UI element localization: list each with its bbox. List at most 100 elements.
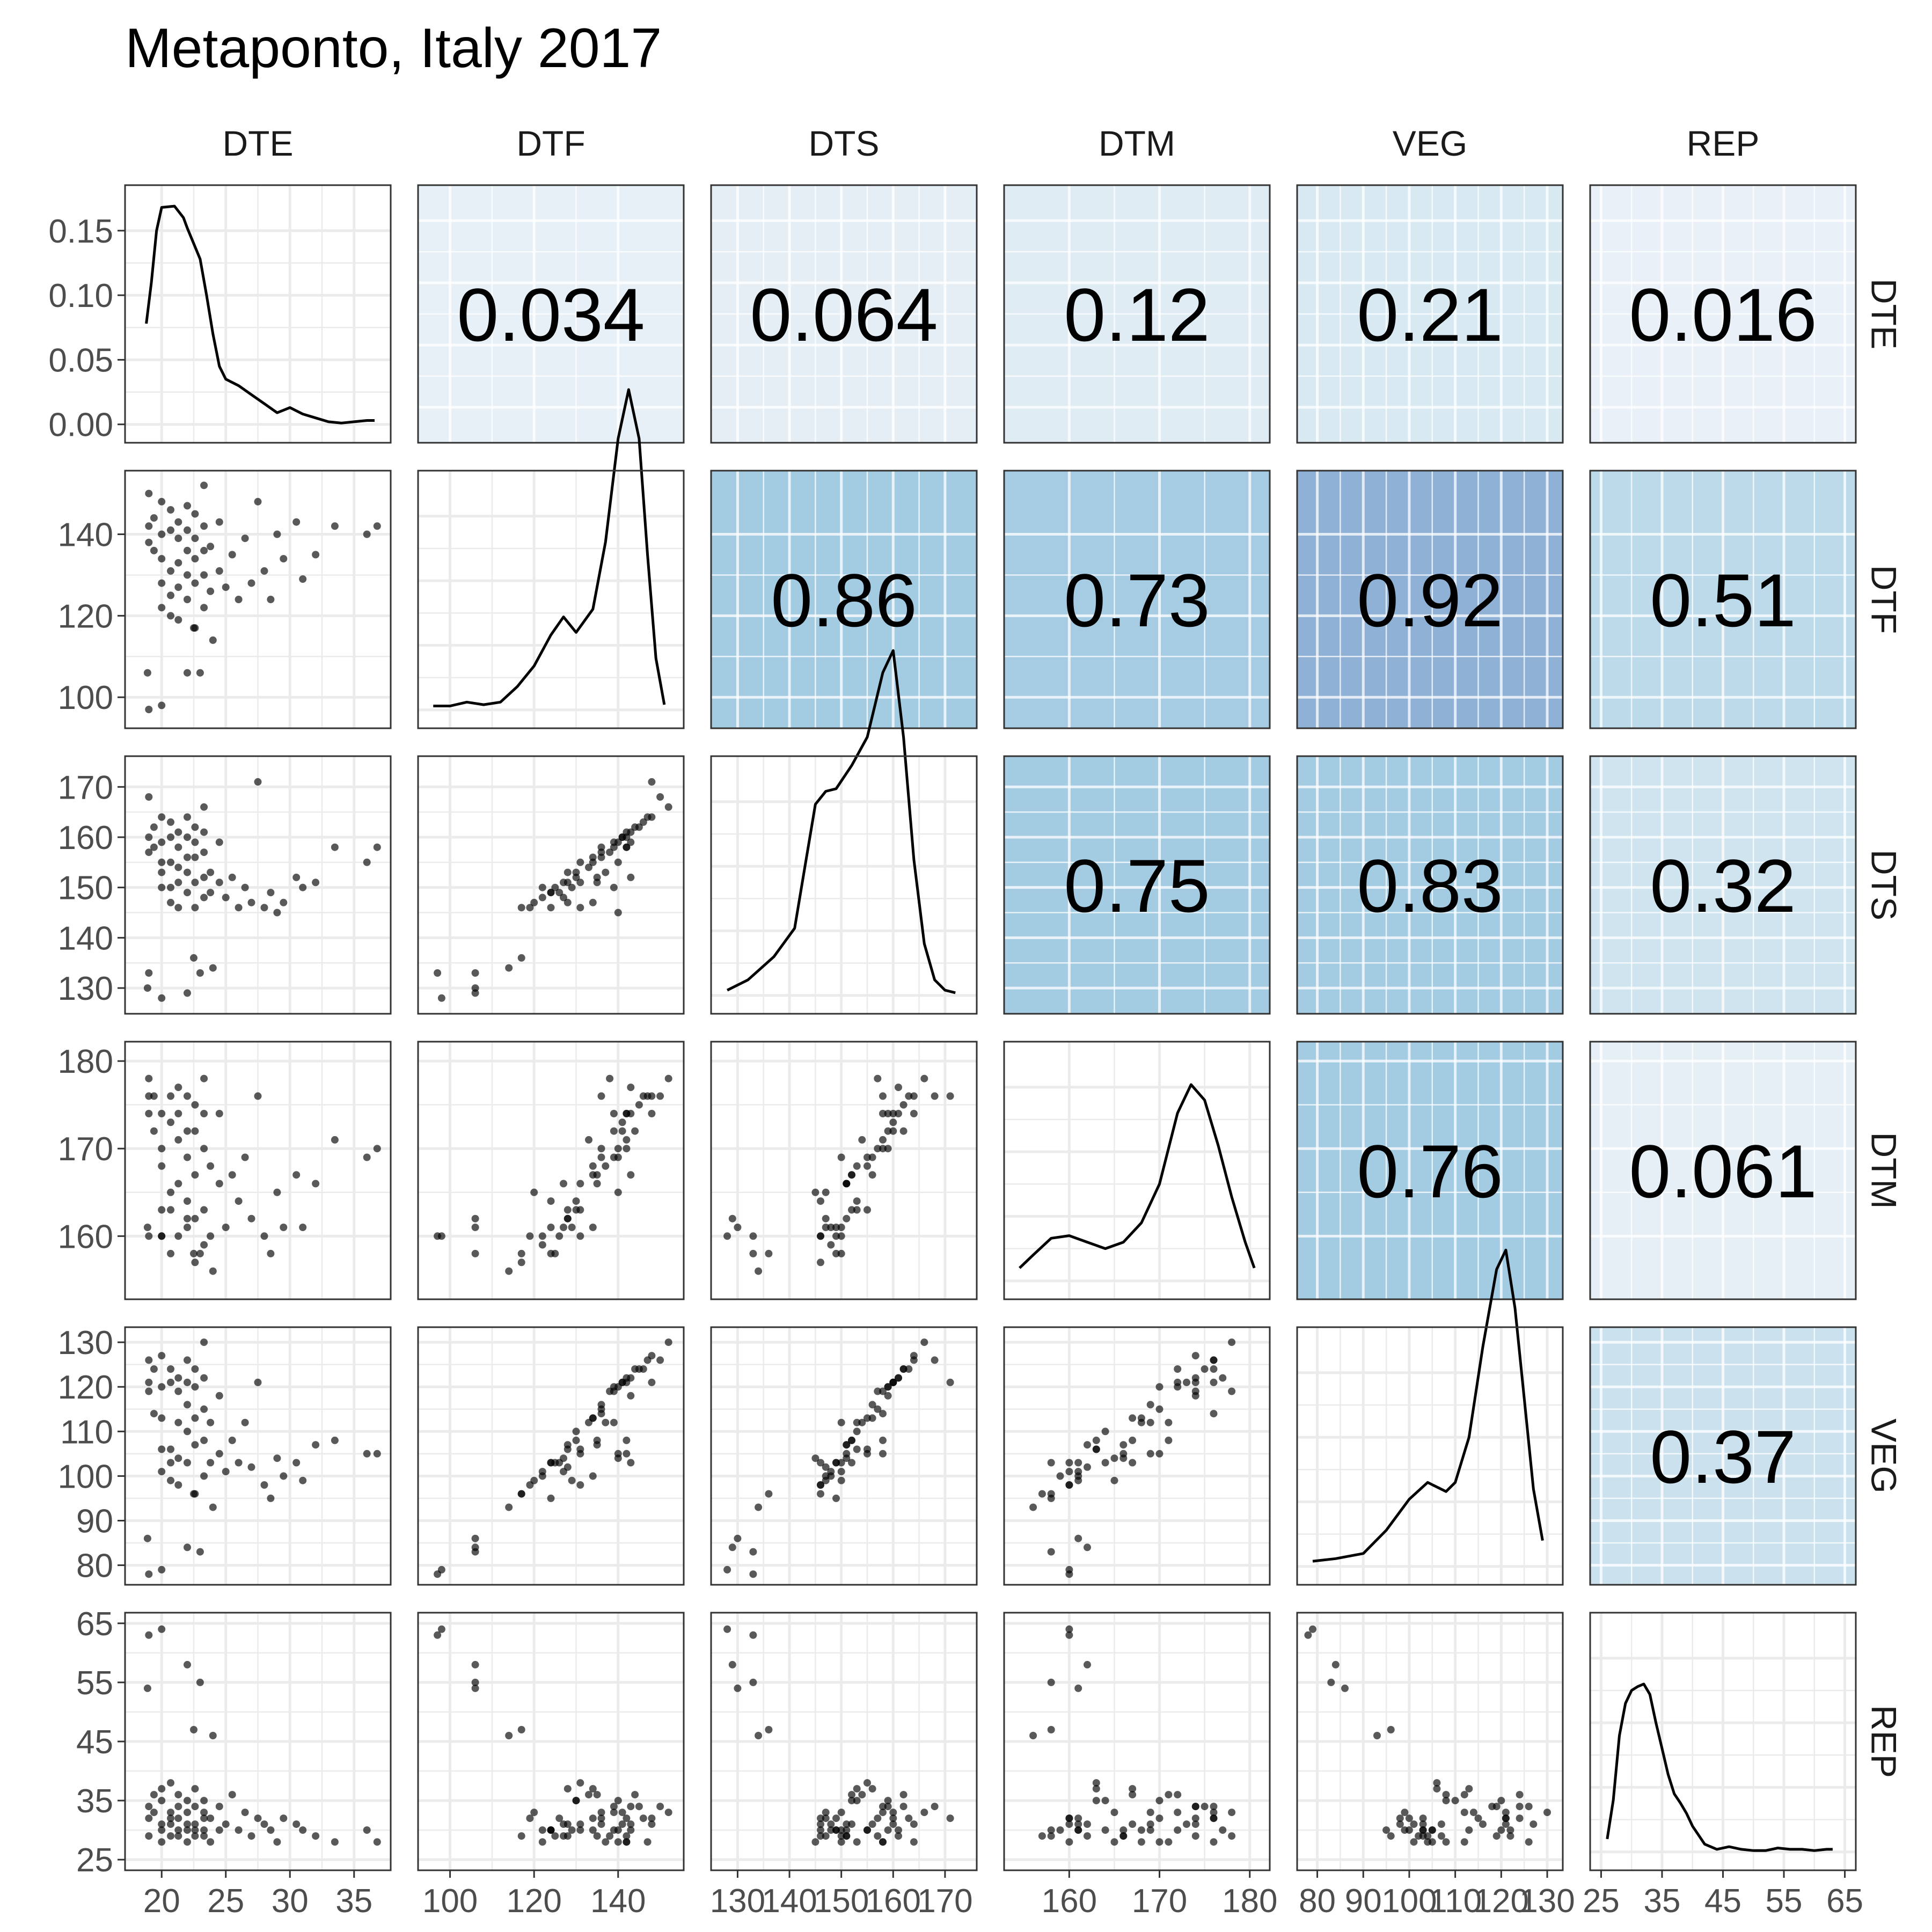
data-point (174, 1454, 182, 1462)
data-point (200, 1206, 208, 1214)
data-point (910, 1110, 918, 1117)
data-point (895, 1832, 902, 1840)
data-point (899, 1101, 908, 1109)
data-point (471, 1548, 479, 1556)
data-point (1210, 1410, 1218, 1418)
data-point (184, 889, 191, 897)
data-point (200, 1472, 208, 1480)
data-point (576, 1826, 584, 1834)
data-point (167, 883, 174, 891)
data-point (184, 1826, 191, 1834)
data-point (1174, 1826, 1182, 1834)
data-point (848, 1459, 855, 1467)
correlation-label: 0.92 (1357, 558, 1503, 642)
data-point (174, 1136, 182, 1144)
data-point (184, 833, 191, 841)
data-point (627, 1459, 635, 1467)
data-point (843, 1214, 851, 1223)
correlation-label: 0.32 (1650, 844, 1796, 928)
data-point (1516, 1814, 1524, 1823)
data-point (517, 1832, 525, 1840)
data-point (1428, 1826, 1436, 1834)
data-point (167, 1249, 174, 1257)
data-point (627, 1171, 635, 1179)
data-point (884, 1127, 892, 1135)
data-point (174, 1826, 182, 1834)
data-point (1092, 1785, 1100, 1793)
panel-veg-veg (1296, 1248, 1564, 1586)
data-point (910, 1838, 918, 1846)
data-point (158, 1625, 166, 1633)
panel-dtf-rep: 0.51 (1589, 470, 1857, 729)
data-point (895, 1110, 902, 1117)
data-point (631, 1791, 639, 1799)
data-point (811, 1838, 819, 1846)
data-point (538, 1472, 546, 1480)
data-point (564, 868, 572, 876)
panel-border (1296, 1041, 1564, 1300)
data-point (158, 1565, 166, 1574)
data-point (589, 1826, 597, 1834)
data-point (664, 1074, 672, 1082)
data-point (1516, 1791, 1524, 1799)
data-point (150, 823, 158, 831)
data-point (884, 1803, 892, 1811)
panel-dts-dte (124, 755, 392, 1015)
data-point (822, 1224, 830, 1231)
data-point (196, 1678, 204, 1686)
data-point (200, 522, 208, 530)
panel-rep-dte (124, 1612, 392, 1871)
data-point (526, 1481, 534, 1489)
y-tick-label: 90 (76, 1503, 113, 1540)
data-point (837, 1476, 845, 1484)
data-point (920, 1809, 928, 1817)
data-point (222, 894, 230, 902)
data-point (1155, 1838, 1163, 1846)
data-point (312, 1180, 320, 1188)
data-point (215, 838, 223, 846)
data-point (1074, 1814, 1082, 1823)
data-point (889, 1118, 897, 1126)
data-point (292, 518, 301, 526)
data-point (174, 1803, 182, 1811)
y-tick-label: 0.05 (48, 342, 113, 379)
panel-border (417, 184, 685, 444)
panel-dtm-rep: 0.061 (1589, 1041, 1857, 1300)
data-point (150, 1809, 158, 1817)
data-point (505, 1503, 513, 1511)
data-point (241, 883, 249, 891)
data-point (564, 1214, 572, 1223)
data-point (1137, 1826, 1145, 1834)
data-point (1074, 1476, 1082, 1484)
data-point (618, 1820, 626, 1828)
data-point (1065, 1838, 1073, 1846)
panel-background (711, 756, 977, 1014)
data-point (1110, 1476, 1118, 1484)
data-point (734, 1224, 742, 1231)
data-point (184, 1127, 191, 1135)
data-point (228, 1436, 236, 1444)
data-point (174, 863, 182, 872)
y-tick-label: 65 (76, 1606, 113, 1643)
y-tick-label: 150 (58, 870, 113, 907)
panel-border (124, 1041, 392, 1300)
data-point (614, 1450, 622, 1458)
data-point (884, 1145, 892, 1153)
data-point (589, 1472, 597, 1480)
data-point (538, 1241, 546, 1249)
panel-border (124, 184, 392, 444)
data-point (200, 604, 208, 612)
data-point (215, 1803, 223, 1811)
data-point (215, 1826, 223, 1834)
data-point (241, 1153, 249, 1161)
data-point (656, 1092, 664, 1100)
data-point (589, 1162, 597, 1170)
data-point (879, 1092, 887, 1100)
data-point (1396, 1820, 1404, 1828)
data-point (200, 1826, 208, 1834)
data-point (228, 1791, 236, 1799)
data-point (191, 1365, 199, 1373)
data-point (1174, 1791, 1182, 1799)
y-tick-label: 25 (76, 1842, 113, 1879)
data-point (1174, 1809, 1182, 1817)
